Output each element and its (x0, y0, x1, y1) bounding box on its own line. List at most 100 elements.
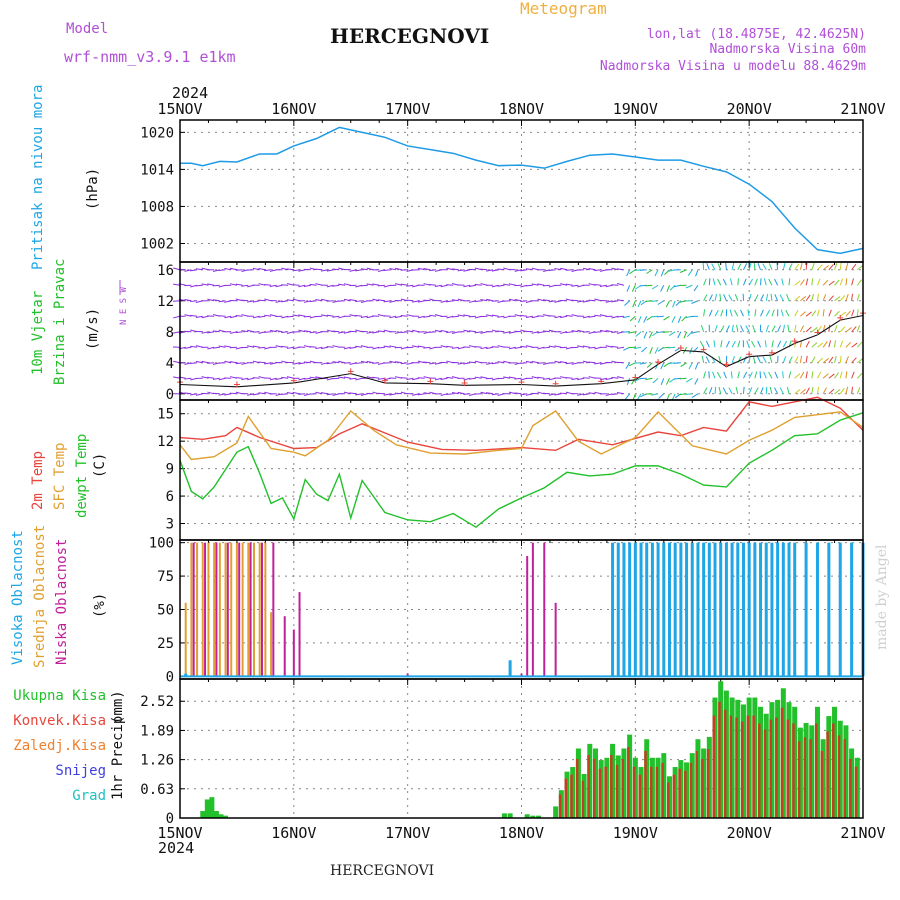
ytick-label: 8 (166, 325, 174, 341)
precip-conv-bar (689, 762, 693, 818)
wind-arrow (207, 376, 215, 379)
wind-arrow (706, 263, 710, 270)
wind-arrow (542, 346, 551, 349)
wind-arrow (565, 377, 573, 379)
wind-arrow (571, 299, 579, 302)
wind-arrow (491, 269, 499, 272)
wind-gust-marker (814, 329, 821, 336)
wind-arrow (343, 391, 351, 395)
precip-legend-item: Grad (72, 788, 106, 804)
wind-arrow (503, 376, 511, 379)
wind-arrow (195, 268, 203, 271)
precip-conv-bar (849, 758, 852, 818)
wind-arrow (743, 263, 748, 270)
wind-arrow (660, 269, 665, 277)
wind-arrow (503, 331, 511, 334)
wind-arrow (486, 298, 494, 302)
wind-arrow (611, 393, 619, 396)
wind-arrow (565, 362, 573, 365)
wind-arrow (173, 376, 181, 379)
cloud-bar (639, 542, 643, 677)
wind-arrow (799, 279, 805, 286)
wind-arrow (554, 315, 562, 319)
wind-arrow (828, 324, 831, 332)
wind-arrow (486, 346, 494, 350)
wind-arrow (537, 331, 545, 334)
wind-arrow (828, 295, 835, 302)
panel-frame (179, 678, 864, 819)
wind-arrow (377, 377, 385, 380)
wind-arrow (714, 293, 718, 301)
wind-arrow (247, 329, 255, 333)
wind-arrow (440, 329, 448, 333)
wind-arrow (845, 371, 848, 379)
wind-arrow (264, 283, 272, 286)
wind-arrow (728, 387, 733, 395)
wind-arrow (754, 278, 758, 286)
precip-legend-item: Zaledj.Kisa (13, 738, 106, 754)
wind-arrow (315, 346, 323, 350)
wind-arrow (360, 393, 368, 396)
wind-arrow (701, 355, 705, 363)
cloud-bar (719, 542, 723, 677)
wind-arrow (326, 393, 334, 396)
wind-arrow (611, 267, 619, 271)
wind-arrow (646, 362, 653, 368)
wind-arrow (708, 294, 713, 301)
wind-arrow (671, 393, 676, 401)
wind-arrow (258, 315, 266, 318)
wind-arrow (468, 315, 477, 318)
wind-arrow (788, 263, 793, 270)
wind-arrow (754, 371, 758, 379)
wind-arrow (497, 268, 505, 271)
wind-arrow (173, 360, 181, 364)
wind-arrow (201, 283, 209, 286)
wind-arrow (695, 269, 699, 277)
wind-arrow (480, 391, 488, 395)
wind-arrow (406, 377, 414, 381)
wind-arrow (400, 331, 408, 334)
wind-arrow (514, 314, 522, 317)
wind-arrow (857, 358, 864, 364)
wind-arrow (463, 329, 471, 333)
precip-conv-bar (644, 751, 647, 818)
wind-arrow (497, 361, 505, 364)
cloud-bar (230, 542, 233, 677)
wind-arrow (560, 331, 568, 334)
wind-unit: (m/s) (85, 308, 101, 350)
wind-arrow (645, 377, 653, 381)
wind-arrow (708, 387, 713, 394)
wind-arrow (851, 386, 854, 394)
wind-arrow (782, 324, 785, 332)
wind-arrow (520, 345, 528, 348)
wind-arrow (429, 314, 437, 317)
wind-arrow (588, 299, 596, 302)
wind-arrow (845, 386, 849, 394)
wind-arrow (298, 314, 306, 317)
precip-conv-bar (684, 770, 687, 818)
wind-arrow (757, 356, 761, 364)
wind-arrow (703, 294, 708, 301)
wind-arrow (782, 371, 784, 379)
precip-conv-bar (837, 735, 841, 818)
wind-arrow (497, 330, 505, 333)
cloud-bar (633, 542, 637, 677)
ytick-label: 4 (166, 356, 174, 372)
cloud-bar (753, 542, 757, 677)
precip-bar (223, 815, 229, 818)
wind-arrow (805, 278, 809, 286)
wind-arrow (723, 294, 727, 301)
wind-arrow (451, 299, 459, 302)
wind-arrow (811, 356, 816, 364)
wind-arrow (474, 346, 482, 348)
wind-arrow (486, 362, 494, 365)
wind-arrow (693, 284, 699, 292)
wind-arrow (845, 356, 849, 363)
wind-arrow (668, 346, 676, 349)
wind-arrow (349, 377, 357, 380)
wind-arrow (480, 268, 488, 271)
wind-arrow (423, 392, 431, 395)
cloud-bar (184, 602, 187, 677)
wind-arrow (658, 393, 665, 399)
wind-arrow (241, 377, 249, 381)
